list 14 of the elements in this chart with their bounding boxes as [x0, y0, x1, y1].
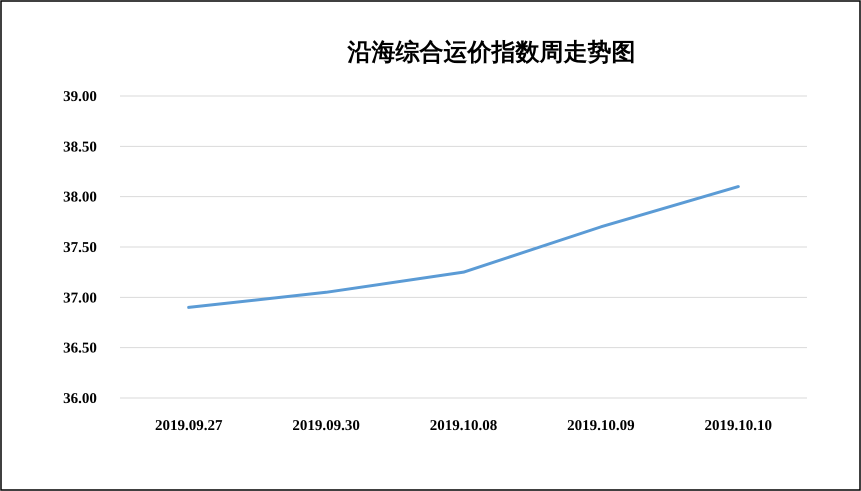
y-tick-label: 36.00: [63, 391, 97, 407]
x-tick-label: 2019.10.09: [567, 418, 635, 434]
chart-title: 沿海综合运价指数周走势图: [346, 39, 636, 66]
x-tick-label: 2019.09.30: [292, 418, 360, 434]
x-tick-label: 2019.09.27: [154, 418, 223, 434]
line-series: [187, 185, 740, 309]
y-tick-label: 38.50: [63, 139, 97, 156]
x-tick-label: 2019.10.08: [430, 418, 498, 434]
y-tick-label: 37.00: [63, 290, 97, 306]
y-tick-label: 36.50: [63, 340, 97, 357]
x-tick-label: 2019.10.10: [704, 418, 772, 434]
y-tick-label: 37.50: [63, 240, 97, 256]
y-tick-label: 38.00: [63, 190, 97, 206]
y-tick-label: 39.00: [63, 89, 97, 105]
